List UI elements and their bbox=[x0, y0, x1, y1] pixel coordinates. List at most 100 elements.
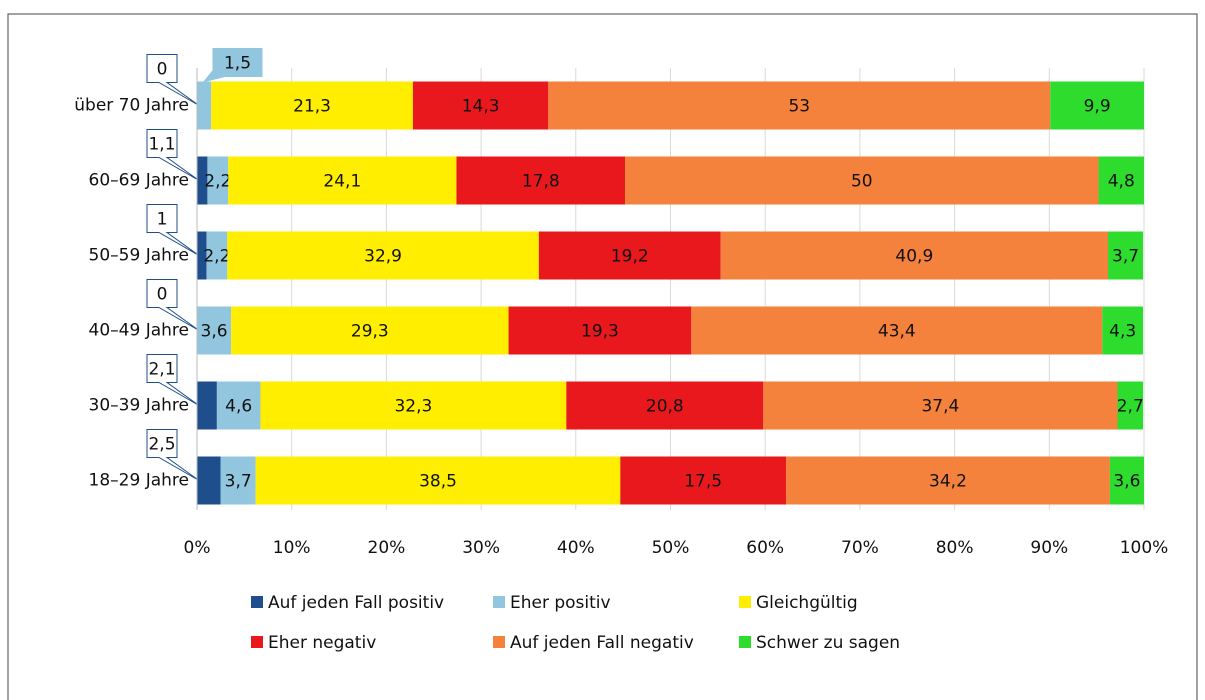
data-label: 4,3 bbox=[1109, 322, 1136, 342]
bar-segment bbox=[206, 231, 228, 280]
bar-segment bbox=[197, 456, 221, 505]
legend-label: Eher negativ bbox=[268, 633, 376, 653]
data-label: 2,2 bbox=[204, 172, 231, 192]
bar-segment bbox=[197, 81, 212, 130]
bar-segment bbox=[763, 381, 1118, 430]
bar-segment bbox=[1117, 381, 1144, 430]
data-label: 4,8 bbox=[1108, 172, 1135, 192]
legend-label: Schwer zu sagen bbox=[756, 633, 900, 653]
x-tick-label: 80% bbox=[936, 538, 974, 558]
data-label: 21,3 bbox=[293, 97, 331, 117]
callout-box bbox=[146, 279, 200, 331]
legend-swatch bbox=[251, 596, 263, 608]
data-label: 1,5 bbox=[224, 54, 251, 74]
data-label: 2,7 bbox=[1117, 397, 1144, 417]
callout-box bbox=[202, 48, 263, 83]
bar-segment bbox=[786, 456, 1110, 505]
bar-segment bbox=[1098, 156, 1144, 205]
data-label: 3,6 bbox=[201, 322, 228, 342]
data-label: 37,4 bbox=[921, 397, 959, 417]
bar-segment bbox=[691, 306, 1103, 355]
data-label: 0 bbox=[157, 285, 168, 305]
data-label: 17,5 bbox=[684, 472, 722, 492]
bar-segment bbox=[412, 81, 549, 130]
bar-segment bbox=[197, 306, 232, 355]
bar-segment bbox=[620, 456, 787, 505]
data-label: 3,7 bbox=[225, 472, 252, 492]
data-label: 3,6 bbox=[1113, 472, 1140, 492]
y-tick-label: 60–69 Jahre bbox=[89, 171, 189, 191]
bar-segment bbox=[197, 156, 208, 205]
bar-segment bbox=[231, 306, 509, 355]
bar-segment bbox=[216, 381, 261, 430]
data-label: 24,1 bbox=[323, 172, 361, 192]
legend-swatch bbox=[739, 596, 751, 608]
x-tick-label: 60% bbox=[746, 538, 784, 558]
data-label: 2,2 bbox=[203, 247, 230, 267]
bar-segment bbox=[260, 381, 567, 430]
callout-box bbox=[146, 129, 200, 181]
bar-segment bbox=[220, 456, 256, 505]
callout-box bbox=[146, 54, 200, 106]
bar-segment bbox=[228, 156, 457, 205]
data-label: 19,3 bbox=[581, 322, 619, 342]
data-label: 9,9 bbox=[1084, 97, 1111, 117]
x-tick-label: 100% bbox=[1120, 538, 1169, 558]
data-label: 2,1 bbox=[148, 360, 175, 380]
y-tick-label: 30–39 Jahre bbox=[89, 396, 189, 416]
bar-segment bbox=[197, 381, 217, 430]
bar-segment bbox=[456, 156, 626, 205]
data-label: 0 bbox=[157, 60, 168, 80]
data-label: 40,9 bbox=[895, 247, 933, 267]
data-label: 2,5 bbox=[148, 435, 175, 455]
legend-swatch bbox=[493, 596, 505, 608]
legend-label: Auf jeden Fall negativ bbox=[510, 633, 694, 653]
callout-box bbox=[146, 204, 200, 256]
data-label: 29,3 bbox=[351, 322, 389, 342]
legend-swatch bbox=[739, 636, 751, 648]
data-label: 43,4 bbox=[878, 322, 916, 342]
x-tick-label: 20% bbox=[368, 538, 406, 558]
data-label: 32,9 bbox=[364, 247, 402, 267]
bar-segment bbox=[1109, 456, 1144, 505]
data-label: 3,7 bbox=[1112, 247, 1139, 267]
data-label: 14,3 bbox=[462, 97, 500, 117]
x-tick-label: 30% bbox=[462, 538, 500, 558]
callout-box bbox=[146, 429, 200, 481]
data-label: 32,3 bbox=[394, 397, 432, 417]
y-tick-label: 40–49 Jahre bbox=[89, 321, 189, 341]
x-tick-label: 70% bbox=[841, 538, 879, 558]
legend-label: Eher positiv bbox=[510, 593, 611, 613]
x-tick-label: 40% bbox=[557, 538, 595, 558]
data-label: 1,1 bbox=[148, 135, 175, 155]
legend-label: Gleichgültig bbox=[756, 593, 858, 613]
data-label: 20,8 bbox=[646, 397, 684, 417]
bar-segment bbox=[1108, 231, 1144, 280]
data-label: 4,6 bbox=[225, 397, 252, 417]
bar-segment bbox=[1050, 81, 1144, 130]
data-label: 50 bbox=[851, 172, 873, 192]
x-tick-label: 90% bbox=[1030, 538, 1068, 558]
bar-segment bbox=[255, 456, 621, 505]
bar-segment bbox=[211, 81, 413, 130]
bar-segment bbox=[207, 156, 229, 205]
x-tick-label: 10% bbox=[273, 538, 311, 558]
x-tick-label: 0% bbox=[184, 538, 211, 558]
bar-segment bbox=[548, 81, 1051, 130]
frame bbox=[7, 13, 1198, 700]
bar-segment bbox=[197, 231, 207, 280]
bar-segment bbox=[1102, 306, 1144, 355]
bar-segment bbox=[566, 381, 764, 430]
data-label: 1 bbox=[157, 210, 168, 230]
bar-segment bbox=[538, 231, 721, 280]
bar-segment bbox=[508, 306, 692, 355]
data-label: 38,5 bbox=[419, 472, 457, 492]
bar-segment bbox=[625, 156, 1099, 205]
legend-swatch bbox=[493, 636, 505, 648]
y-tick-label: über 70 Jahre bbox=[74, 96, 189, 116]
bar-segment bbox=[227, 231, 539, 280]
data-label: 19,2 bbox=[611, 247, 649, 267]
legend-swatch bbox=[251, 636, 263, 648]
x-tick-label: 50% bbox=[652, 538, 690, 558]
